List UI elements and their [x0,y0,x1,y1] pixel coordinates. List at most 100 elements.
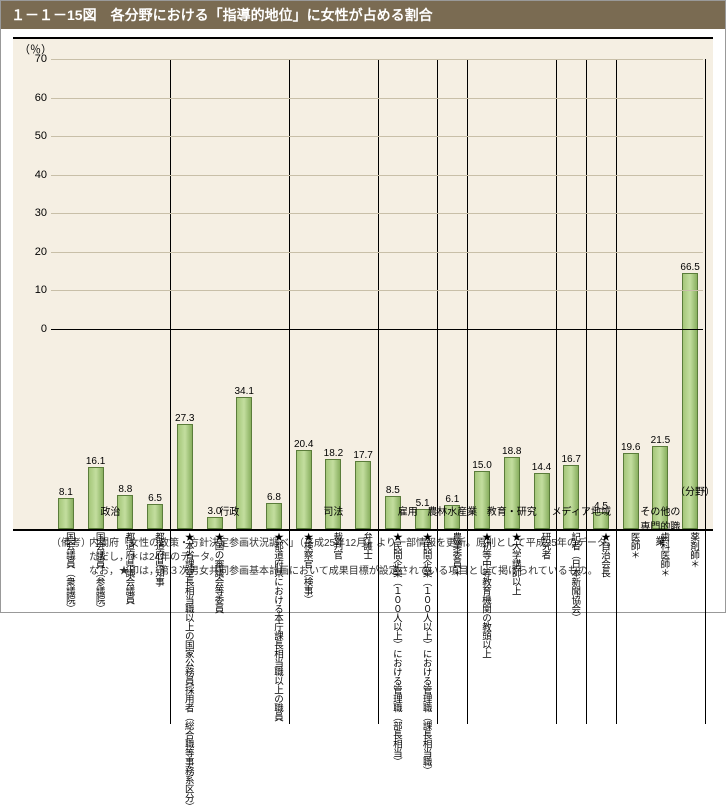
x-label: ★大学講師以上 [504,529,520,595]
bar-rect: 18.2 [325,459,341,529]
bar-rect: 16.1 [88,467,104,529]
gridline [51,329,703,330]
bar: 15.0 [474,259,490,529]
x-label: ★本省課室長相当職以上の国家公務員採用者（総合職等事務系区分） [177,529,193,811]
x-label: 記者（日本新聞協会） [563,529,579,622]
bar-value: 8.8 [118,484,132,495]
bar: 4.5 [593,259,609,529]
bar-value: 34.1 [234,386,253,397]
bar-value: 21.5 [651,435,670,446]
group-label: 雇用 [398,503,418,518]
bar: 5.1 [415,259,431,529]
x-label: 都道府県知事 [147,529,163,586]
bar-value: 20.4 [294,439,313,450]
group-label: 農林水産業 [427,503,477,518]
gridline [51,175,703,176]
x-label: 弁護士 [355,529,371,559]
x-label: ★国の審議会等委員 [207,529,223,613]
bar: 27.3 [177,259,193,529]
notes-line3: なお，★印は，第３次男女共同参画基本計画において成果目標が設定されている項目とし… [89,566,598,577]
bar-value: 17.7 [353,450,372,461]
bar-rect: 15.0 [474,471,490,529]
y-tick: 0 [23,323,47,335]
bar-value: 18.8 [502,446,521,457]
gridline [51,98,703,99]
group-divider [705,59,706,724]
x-label: 裁判官 [325,529,341,559]
x-label: ★検察官（検事） [296,529,312,604]
bar: 8.1 [58,259,74,529]
y-tick: 70 [23,53,47,65]
figure-container: １－１－15図 各分野における「指導的地位」に女性が占める割合 （％） 8.1国… [0,0,726,613]
group-divider [586,59,587,724]
bar-value: 14.4 [532,462,551,473]
bar-value: 16.7 [561,454,580,465]
x-label: 都道府県議会議員 [117,529,133,604]
bar-value: 16.1 [86,456,105,467]
bar: 14.4 [534,259,550,529]
bar-value: 15.0 [472,460,491,471]
bar: 17.7 [355,259,371,529]
y-tick: 20 [23,246,47,258]
figure-title: １－１－15図 各分野における「指導的地位」に女性が占める割合 [1,1,725,29]
group-divider [289,59,290,724]
y-tick: 30 [23,207,47,219]
bar: 18.2 [325,259,341,529]
x-label: 薬剤師＊ [682,529,698,568]
x-label: 国会議員（参議院） [88,529,104,613]
group-label: 政治 [100,503,120,518]
bar-rect: 16.7 [563,465,579,529]
bar: 20.4 [296,259,312,529]
bar: 18.8 [504,259,520,529]
group-divider [437,59,438,724]
gridline [51,290,703,291]
x-label: 研究者 [534,529,550,559]
y-tick: 10 [23,284,47,296]
bar-rect: 19.6 [623,453,639,529]
bar-value: 6.5 [148,493,162,504]
gridline [51,136,703,137]
bar-rect: 8.1 [58,498,74,529]
gridline [51,59,703,60]
group-divider [170,59,171,724]
y-tick: 50 [23,130,47,142]
group-label: その他の専門的職業 [639,503,682,548]
x-label: 農業委員＊ [444,529,460,577]
x-label: 医師＊ [623,529,639,559]
bar: 6.1 [444,259,460,529]
bar-value: 66.5 [680,262,699,273]
bar: 16.7 [563,259,579,529]
bar-value: 8.5 [386,485,400,496]
gridline [51,213,703,214]
group-label: 司法 [323,503,343,518]
group-divider [616,59,617,724]
group-label: メディア [552,503,591,518]
bar-rect: 17.7 [355,461,371,529]
group-label: 地域 [591,503,611,518]
x-label: ★自治会長 [593,529,609,577]
group-divider [556,59,557,724]
bar: 19.6 [623,259,639,529]
chart-area: （％） 8.1国会議員（衆議院）16.1国会議員（参議院）8.8都道府県議会議員… [13,37,713,531]
bar-rect: 14.4 [534,473,550,529]
y-tick: 40 [23,169,47,181]
x-label: ★初等中等教育機関の教頭以上 [474,529,490,658]
bar-value: 27.3 [175,413,194,424]
group-label: 行政 [219,503,239,518]
bar: 6.8 [266,259,282,529]
bar: 8.5 [385,259,401,529]
x-label: ★民間企業（１００人以上）における管理職（課長相当職） [415,529,431,775]
bar: 16.1 [88,259,104,529]
bunya-label: （分野） [675,483,715,498]
bar: 34.1 [236,259,252,529]
bar-value: 8.1 [59,487,73,498]
x-label: 国会議員（衆議院） [58,529,74,613]
gridline [51,252,703,253]
bar: 8.8 [117,259,133,529]
group-label: 教育・研究 [487,503,537,518]
bar-value: 6.8 [267,492,281,503]
bar: 6.5 [147,259,163,529]
y-tick: 60 [23,92,47,104]
group-divider [467,59,468,724]
bar-rect: 6.5 [147,504,163,529]
